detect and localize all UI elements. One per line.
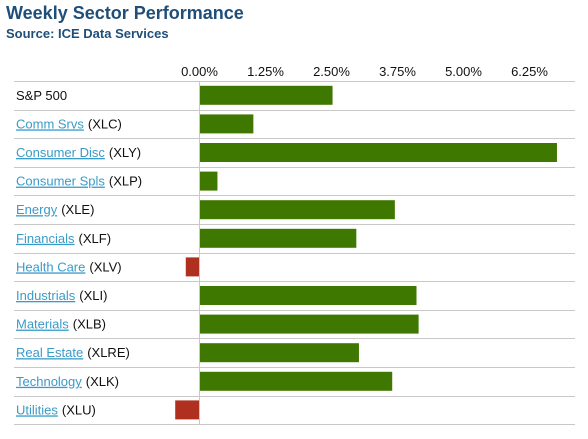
category-label[interactable]: Technology (XLK) [16,374,119,389]
bar-health-care [185,257,200,277]
bar-energy [199,200,395,220]
x-tick-label: 3.75% [379,64,416,79]
bar-consumer-spls [199,171,218,191]
sector-link[interactable]: Utilities [16,402,58,417]
bar-financials [199,228,357,248]
ticker-symbol: (XLY) [109,145,141,160]
index-name: S&P 500 [16,88,67,103]
category-label[interactable]: Utilities (XLU) [16,402,96,417]
category-label[interactable]: Energy (XLE) [16,202,94,217]
ticker-symbol: (XLC) [88,116,122,131]
x-tick-label: 0.00% [181,64,218,79]
category-label[interactable]: Consumer Spls (XLP) [16,174,142,189]
x-tick-label: 6.25% [511,64,548,79]
category-label: S&P 500 [16,88,67,103]
bar-consumer-disc [199,143,557,162]
x-tick-label: 5.00% [445,64,482,79]
category-label[interactable]: Real Estate (XLRE) [16,345,130,360]
ticker-symbol: (XLRE) [87,345,130,360]
sector-link[interactable]: Consumer Disc [16,145,105,160]
sector-link[interactable]: Financials [16,231,75,246]
sector-link[interactable]: Materials [16,317,69,332]
ticker-symbol: (XLI) [79,288,107,303]
category-label[interactable]: Industrials (XLI) [16,288,107,303]
category-label[interactable]: Financials (XLF) [16,231,111,246]
sector-link[interactable]: Real Estate [16,345,83,360]
sector-link[interactable]: Energy [16,202,58,217]
bar-s-p-500 [199,85,333,105]
ticker-symbol: (XLK) [86,374,119,389]
category-label[interactable]: Consumer Disc (XLY) [16,145,141,160]
ticker-symbol: (XLP) [109,174,142,189]
x-tick-label: 1.25% [247,64,284,79]
category-label[interactable]: Health Care (XLV) [16,259,122,274]
sector-link[interactable]: Technology [16,374,82,389]
bar-materials [199,314,419,334]
bar-utilities [175,400,200,420]
ticker-symbol: (XLE) [61,202,94,217]
sector-link[interactable]: Industrials [16,288,76,303]
bar-real-estate [199,343,359,363]
sector-link[interactable]: Consumer Spls [16,174,105,189]
bar-industrials [199,286,417,305]
ticker-symbol: (XLF) [79,231,112,246]
chart-subtitle: Source: ICE Data Services [6,26,169,41]
x-tick-label: 2.50% [313,64,350,79]
category-label[interactable]: Materials (XLB) [16,317,106,332]
ticker-symbol: (XLV) [89,259,121,274]
bar-comm-srvs [199,114,254,134]
bar-technology [199,371,393,391]
sector-link[interactable]: Health Care [16,259,85,274]
sector-link[interactable]: Comm Srvs [16,116,84,131]
chart-title: Weekly Sector Performance [6,3,244,23]
ticker-symbol: (XLB) [73,317,106,332]
category-label[interactable]: Comm Srvs (XLC) [16,116,122,131]
ticker-symbol: (XLU) [62,402,96,417]
